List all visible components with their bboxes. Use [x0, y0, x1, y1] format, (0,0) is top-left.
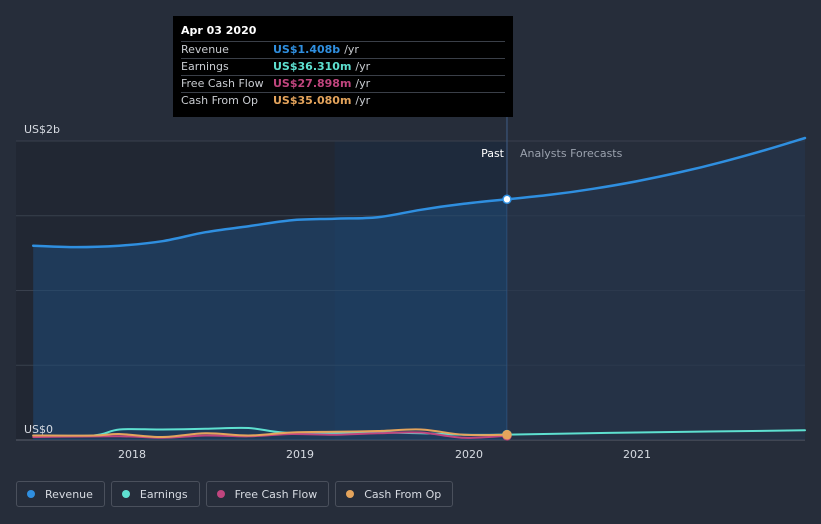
legend-item-free-cash-flow[interactable]: Free Cash Flow: [205, 481, 330, 507]
free-cash-flow-line: [32, 431, 508, 439]
cash-from-op-line: [32, 428, 508, 439]
legend-item-earnings[interactable]: Earnings: [110, 481, 200, 507]
forecast-label: Analysts Forecasts: [520, 147, 623, 160]
revenue-forecast-line: [505, 136, 807, 201]
legend-dot-icon: [121, 490, 130, 498]
legend-label: Cash From Op: [364, 487, 442, 501]
tooltip-unit: /yr: [355, 60, 371, 73]
revenue-line: [31, 198, 509, 249]
tooltip-row-revenue: Revenue US$1.408b /yr: [181, 41, 505, 58]
y-label-bottom: US$0: [24, 423, 53, 436]
x-tick-2018: 2018: [118, 448, 146, 461]
legend-dot-icon: [27, 490, 35, 498]
tooltip: Apr 03 2020 Revenue US$1.408b /yr Earnin…: [173, 16, 513, 117]
tooltip-name: Free Cash Flow: [181, 77, 264, 90]
tooltip-unit: /yr: [344, 43, 359, 56]
x-tick-2020: 2020: [455, 448, 483, 461]
tooltip-value: US$36.310m: [273, 60, 352, 73]
tooltip-value: US$35.080m: [273, 94, 352, 107]
tooltip-value: US$1.408b: [273, 43, 341, 56]
tooltip-row-cash-from-op: Cash From Op US$35.080m /yr: [181, 92, 505, 109]
tooltip-unit: /yr: [355, 77, 371, 90]
cash-from-op-marker: [502, 430, 512, 440]
tooltip-date: Apr 03 2020: [181, 24, 257, 37]
legend-label: Revenue: [45, 487, 93, 501]
revenue-marker: [502, 194, 512, 205]
tooltip-name: Cash From Op: [181, 94, 259, 107]
tooltip-row-earnings: Earnings US$36.310m /yr: [181, 58, 505, 75]
tooltip-name: Earnings: [181, 60, 229, 73]
revenue-area-forecast: [507, 138, 805, 440]
tooltip-row-free-cash-flow: Free Cash Flow US$27.898m /yr: [181, 75, 505, 92]
tooltip-name: Revenue: [181, 43, 229, 56]
earnings-forecast-line: [506, 429, 806, 436]
tooltip-value: US$27.898m: [273, 77, 352, 90]
past-label: Past: [481, 147, 505, 160]
tooltip-unit: /yr: [355, 94, 371, 107]
legend-dot-icon: [346, 490, 355, 498]
legend-item-cash-from-op[interactable]: Cash From Op: [335, 481, 454, 507]
legend: Revenue Earnings Free Cash Flow Cash Fro…: [16, 481, 454, 507]
revenue-area-past: [33, 199, 507, 440]
legend-dot-icon: [216, 490, 225, 498]
legend-label: Free Cash Flow: [234, 487, 318, 501]
x-tick-2021: 2021: [623, 448, 651, 461]
x-tick-2019: 2019: [286, 448, 314, 461]
legend-label: Earnings: [139, 487, 188, 501]
y-label-top: US$2b: [24, 123, 60, 136]
legend-item-revenue[interactable]: Revenue: [16, 481, 105, 507]
